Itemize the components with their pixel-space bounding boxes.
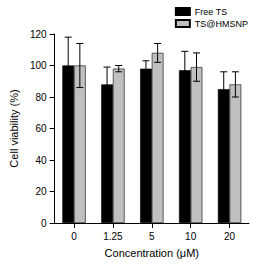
svg-text:0: 0 (41, 218, 47, 229)
svg-text:60: 60 (35, 123, 47, 134)
svg-text:100: 100 (30, 60, 47, 71)
svg-text:0: 0 (71, 231, 77, 242)
svg-text:120: 120 (30, 29, 47, 40)
svg-text:20: 20 (35, 186, 47, 197)
svg-text:TS@HMSNP: TS@HMSNP (195, 19, 248, 29)
svg-text:80: 80 (35, 92, 47, 103)
svg-text:5: 5 (149, 231, 155, 242)
svg-text:Concentration (μM): Concentration (μM) (105, 247, 199, 259)
svg-text:40: 40 (35, 155, 47, 166)
svg-text:Cell viability (%): Cell viability (%) (8, 89, 20, 167)
svg-text:20: 20 (224, 231, 236, 242)
svg-text:Free TS: Free TS (195, 7, 227, 17)
svg-text:10: 10 (185, 231, 197, 242)
svg-text:1.25: 1.25 (103, 231, 123, 242)
